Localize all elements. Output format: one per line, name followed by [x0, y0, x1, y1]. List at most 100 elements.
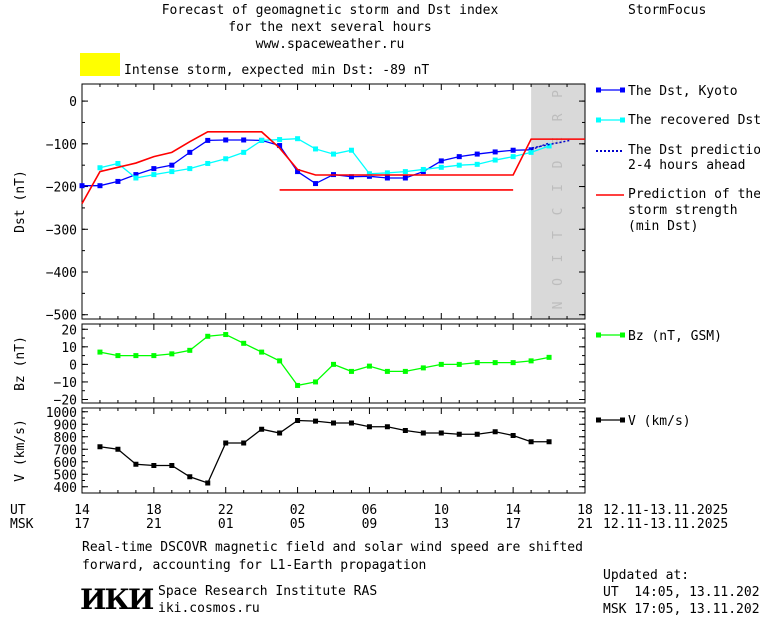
msk-date-range: 12.11-13.11.2025 [603, 517, 729, 532]
data-point [313, 418, 319, 424]
msk-tick-label: 21 [577, 517, 593, 532]
data-point [313, 379, 319, 385]
series-line [99, 333, 550, 387]
data-point [169, 463, 175, 468]
data-point [510, 154, 516, 160]
data-point [223, 137, 229, 143]
data-point [438, 430, 444, 436]
ut-tick-label: 22 [218, 503, 234, 518]
data-point [492, 157, 498, 163]
data-point [456, 361, 462, 367]
data-point [366, 424, 372, 430]
data-point [223, 440, 229, 446]
y-tick-label: −300 [46, 223, 77, 238]
ut-tick-label: 02 [290, 503, 306, 518]
data-point [97, 165, 103, 171]
legend-prediction-label: 2-4 hours ahead [628, 158, 745, 173]
institute-site[interactable]: iki.cosmos.ru [158, 601, 260, 616]
data-point [456, 162, 462, 168]
series-line [82, 139, 532, 187]
data-point [510, 147, 516, 153]
msk-tick-label: 01 [218, 517, 234, 532]
data-point [366, 173, 372, 179]
data-point [151, 353, 157, 359]
data-point [133, 172, 139, 178]
legend-bz-marker [620, 332, 625, 338]
data-point [510, 433, 516, 438]
data-point [456, 431, 462, 437]
site-url[interactable]: www.spaceweather.ru [255, 37, 405, 52]
data-point [259, 137, 265, 143]
updated-ut: UT 14:05, 13.11.2025 [603, 585, 760, 600]
data-point [187, 149, 193, 155]
data-point [528, 358, 534, 364]
msk-tick-label: 09 [362, 517, 378, 532]
prediction-dotted-line [531, 139, 571, 149]
data-point [169, 169, 175, 175]
data-point [259, 349, 265, 355]
data-point [241, 149, 247, 155]
prediction-letter: O [551, 278, 566, 286]
data-point [492, 429, 498, 435]
y-tick-label: 20 [61, 323, 77, 338]
data-point [295, 169, 301, 175]
data-point [474, 161, 480, 167]
data-point [366, 171, 372, 177]
data-point [133, 353, 139, 359]
prediction-letter: R [551, 113, 566, 121]
data-point [313, 146, 319, 152]
y-tick-label: −500 [46, 309, 77, 324]
prediction-letter: I [551, 184, 566, 192]
dst-axis-label: Dst (nT) [13, 170, 28, 233]
data-point [402, 169, 408, 175]
data-point [151, 166, 157, 172]
ut-axis-label: UT [10, 503, 26, 518]
legend-v-marker [596, 417, 601, 423]
y-tick-label: 800 [54, 431, 77, 446]
prediction-letter: C [551, 208, 566, 216]
y-tick-label: 500 [54, 468, 77, 483]
data-point [528, 149, 534, 155]
y-tick-label: −20 [54, 393, 77, 408]
data-point [295, 136, 301, 142]
data-point [420, 365, 426, 371]
data-point [115, 446, 121, 452]
ut-tick-label: 18 [577, 503, 593, 518]
legend: The Dst, Kyoto The recovered Dst The Dst p… [596, 84, 760, 429]
prediction-letter: N [551, 302, 566, 310]
data-point [205, 480, 211, 486]
data-point [97, 349, 103, 355]
data-point [205, 137, 211, 143]
data-point [277, 137, 283, 143]
legend-bz-marker [596, 332, 601, 338]
chart-title-line1: Forecast of geomagnetic storm and Dst in… [161, 3, 499, 18]
data-point [133, 461, 139, 467]
data-point [384, 368, 390, 374]
data-point [474, 360, 480, 366]
dst-frame [81, 83, 586, 320]
y-tick-label: −100 [46, 138, 77, 153]
data-point [241, 440, 247, 446]
prediction-band [531, 84, 585, 319]
data-point [331, 151, 336, 157]
data-point [277, 430, 283, 436]
y-tick-label: −200 [46, 181, 77, 196]
ut-tick-label: 14 [505, 503, 521, 518]
iki-logo: ИКИ [80, 583, 154, 616]
data-point [384, 424, 390, 430]
y-tick-label: 700 [54, 443, 77, 458]
data-point [223, 332, 229, 338]
data-point [331, 420, 336, 426]
data-point [546, 143, 552, 149]
storm-status-swatch [80, 53, 120, 76]
data-point [187, 474, 193, 480]
data-point [259, 426, 265, 432]
prediction-letter: T [551, 231, 566, 239]
data-point [438, 164, 444, 170]
data-point [402, 428, 408, 433]
data-point [169, 351, 175, 357]
ut-tick-label: 10 [433, 503, 449, 518]
prediction-letter: E [551, 137, 566, 145]
